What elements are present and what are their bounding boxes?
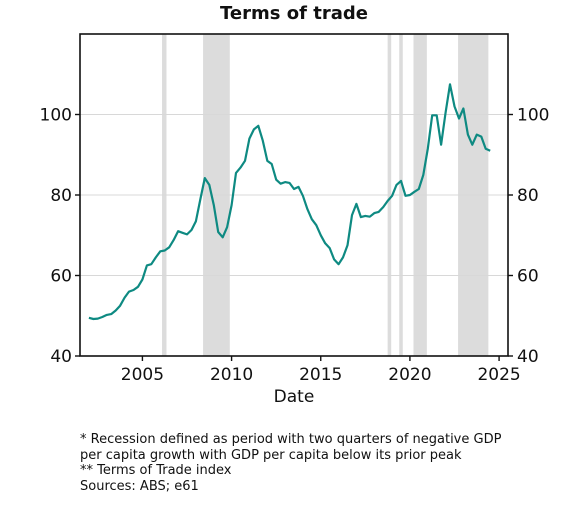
y-tick-label-right-60: 60 [517, 267, 539, 287]
y-tick-label-left-60: 60 [50, 267, 72, 287]
x-tick-label-2020: 2020 [388, 365, 431, 385]
terms-of-trade-line [88, 83, 491, 321]
note-line-2: per capita growth with GDP per capita be… [80, 447, 462, 463]
x-tick-label-2025: 2025 [477, 365, 520, 385]
note-line-3: ** Terms of Trade index [80, 463, 232, 478]
gridlines [80, 114, 508, 276]
x-tick-label-2015: 2015 [299, 365, 342, 385]
y-tick-label-right-80: 80 [517, 186, 539, 206]
x-axis-label: Date [274, 387, 315, 407]
axis-ticks: 40 40 60 60 80 80 100 100 2005 2010 2015 2020 2025 [40, 106, 550, 386]
y-tick-label-right-40: 40 [517, 347, 539, 367]
x-tick-label-2005: 2005 [121, 365, 164, 385]
x-tick-label-2010: 2010 [210, 365, 253, 385]
note-line-4: Sources: ABS; e61 [80, 478, 199, 494]
y-tick-label-right-100: 100 [517, 106, 549, 126]
y-tick-label-left-100: 100 [40, 106, 72, 126]
chart-title: Terms of trade [220, 3, 368, 24]
y-tick-label-left-80: 80 [50, 186, 72, 206]
y-tick-label-left-40: 40 [50, 347, 72, 367]
note-line-1: * Recession defined as period with two q… [80, 432, 502, 447]
chart-notes: * Recession defined as period with two q… [80, 432, 501, 494]
chart: 40 40 60 60 80 80 100 100 2005 2010 2015 2020 2025 T… [40, 3, 550, 407]
